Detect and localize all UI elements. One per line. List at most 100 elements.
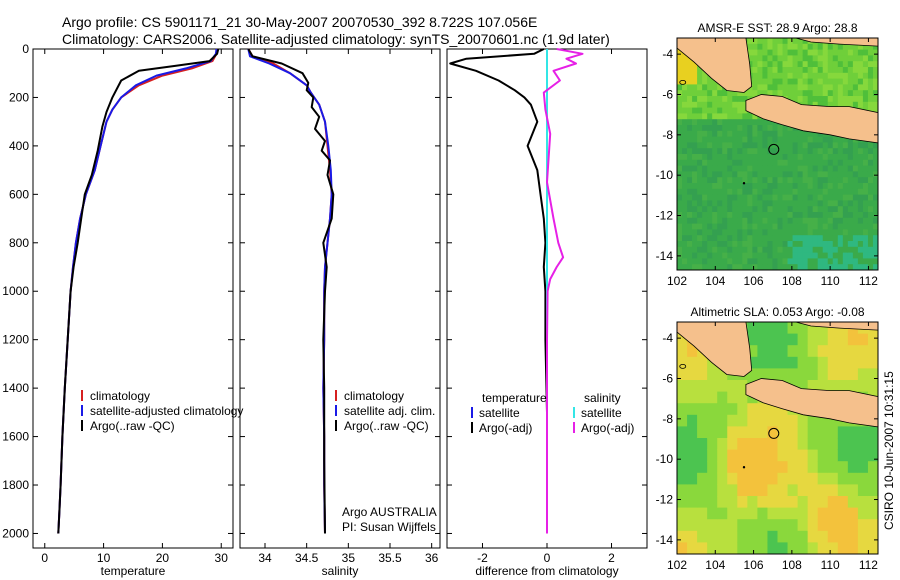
field-cell — [787, 258, 793, 265]
field-cell — [702, 96, 708, 103]
field-cell — [802, 200, 809, 207]
field-cell — [737, 449, 748, 462]
field-cell — [867, 96, 874, 103]
field-cell — [737, 246, 743, 253]
field-cell — [817, 90, 824, 97]
field-cell — [787, 252, 793, 259]
field-cell — [742, 159, 748, 166]
field-cell — [867, 235, 874, 242]
y-tick-label: -12 — [656, 493, 674, 507]
field-cell — [767, 49, 773, 56]
y-tick-label: 0 — [22, 42, 29, 56]
field-cell — [717, 194, 723, 201]
legend-entry: Argo(-adj) — [581, 421, 634, 435]
field-cell — [837, 165, 844, 172]
field-cell — [812, 55, 819, 62]
field-cell — [847, 264, 854, 271]
field-cell — [827, 61, 834, 68]
field-cell — [742, 130, 748, 137]
field-cell — [852, 235, 859, 242]
field-cell — [847, 241, 854, 248]
field-cell — [847, 43, 854, 50]
field-cell — [677, 380, 688, 392]
field-cell — [747, 333, 758, 346]
field-cell — [727, 235, 733, 242]
field-cell — [687, 142, 693, 149]
field-cell — [807, 322, 819, 334]
field-cell — [802, 72, 809, 79]
field-cell — [822, 55, 829, 62]
field-cell — [812, 130, 819, 137]
field-cell — [717, 142, 723, 149]
field-cell — [682, 165, 688, 172]
field-cell — [727, 159, 733, 166]
field-cell — [757, 438, 768, 450]
field-cell — [757, 241, 763, 248]
legend-entry: satellite-adjusted climatology — [90, 404, 243, 418]
field-cell — [727, 530, 738, 543]
field-cell — [817, 252, 824, 259]
field-cell — [787, 246, 793, 253]
field-cell — [787, 148, 793, 155]
field-cell — [737, 461, 748, 474]
field-cell — [842, 72, 849, 79]
field-cell — [767, 148, 773, 155]
field-cell — [692, 217, 698, 224]
field-cell — [767, 542, 778, 555]
argo-position-marker — [768, 143, 780, 155]
field-cell — [812, 90, 819, 97]
y-tick-label: -8 — [662, 128, 673, 142]
field-cell — [797, 223, 804, 230]
field-cell — [687, 188, 693, 195]
field-cell — [772, 200, 778, 207]
field-cell — [762, 246, 768, 253]
field-cell — [812, 229, 819, 236]
field-cell — [852, 49, 859, 56]
field-cell — [792, 96, 799, 103]
x-tick-label: 10 — [97, 551, 111, 565]
field-cell — [807, 235, 814, 242]
field-cell — [837, 67, 844, 74]
field-cell — [797, 229, 804, 236]
field-cell — [722, 188, 728, 195]
y-tick-label: 1000 — [2, 284, 29, 298]
field-cell — [762, 217, 768, 224]
field-cell — [872, 235, 879, 242]
field-cell — [697, 84, 703, 91]
field-cell — [737, 194, 743, 201]
field-cell — [737, 391, 748, 404]
field-cell — [837, 258, 844, 265]
field-cell — [697, 165, 703, 172]
field-cell — [812, 264, 819, 271]
field-cell — [712, 235, 718, 242]
field-cell — [862, 154, 869, 161]
field-cell — [697, 200, 703, 207]
field-cell — [697, 113, 703, 120]
field-cell — [797, 159, 804, 166]
field-cell — [847, 426, 859, 439]
field-cell — [847, 345, 859, 358]
field-cell — [842, 49, 849, 56]
field-cell — [772, 136, 778, 143]
field-cell — [747, 49, 753, 56]
field-cell — [857, 507, 869, 520]
field-cell — [817, 61, 824, 68]
field-cell — [757, 206, 763, 213]
field-cell — [762, 43, 768, 50]
field-cell — [677, 200, 683, 207]
field-cell — [717, 264, 723, 271]
field-cell — [852, 177, 859, 184]
field-cell — [817, 78, 824, 85]
field-cell — [817, 368, 829, 381]
field-cell — [742, 229, 748, 236]
field-cell — [727, 223, 733, 230]
field-cell — [797, 165, 804, 172]
field-cell — [762, 183, 768, 190]
field-cell — [812, 188, 819, 195]
field-cell — [872, 206, 879, 213]
field-cell — [742, 113, 748, 120]
field-cell — [842, 101, 849, 108]
field-cell — [852, 200, 859, 207]
field-cell — [792, 72, 799, 79]
field-cell — [872, 148, 879, 155]
